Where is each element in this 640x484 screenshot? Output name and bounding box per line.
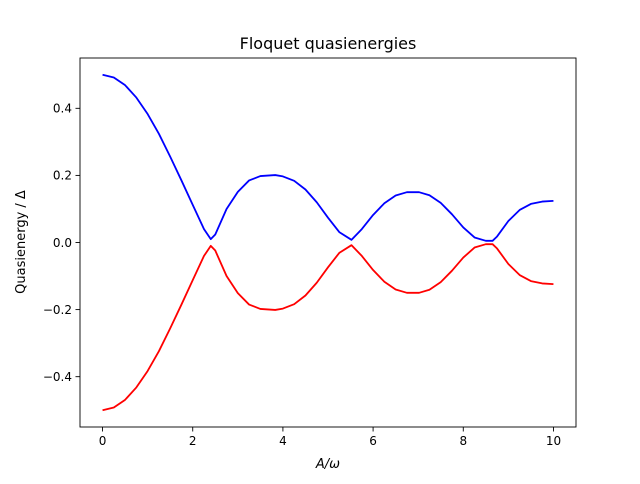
y-tick-label: −0.4 — [43, 370, 72, 384]
plot-frame — [79, 57, 577, 428]
x-tick-label: 6 — [369, 434, 377, 448]
y-tick-label: −0.2 — [43, 303, 72, 317]
x-tick-label: 4 — [279, 434, 287, 448]
series-line-0 — [102, 73, 554, 242]
series-line-1 — [102, 243, 554, 412]
y-tick-label: 0.0 — [53, 236, 72, 250]
y-axis-ticks: −0.4 −0.2 0.0 0.2 0.4 — [43, 102, 80, 384]
x-tick-label: 10 — [546, 434, 561, 448]
y-tick-label: 0.4 — [53, 102, 72, 116]
x-axis-ticks: 0 2 4 6 8 10 — [99, 427, 561, 448]
series-layer — [102, 73, 554, 412]
x-tick-label: 0 — [99, 434, 107, 448]
chart-title: Floquet quasienergies — [240, 34, 417, 53]
x-tick-label: 2 — [189, 434, 197, 448]
x-tick-label: 8 — [459, 434, 467, 448]
y-tick-label: 0.2 — [53, 169, 72, 183]
x-axis-label: A/ω — [315, 457, 340, 472]
y-axis-label: Quasienergy / Δ — [14, 190, 29, 294]
